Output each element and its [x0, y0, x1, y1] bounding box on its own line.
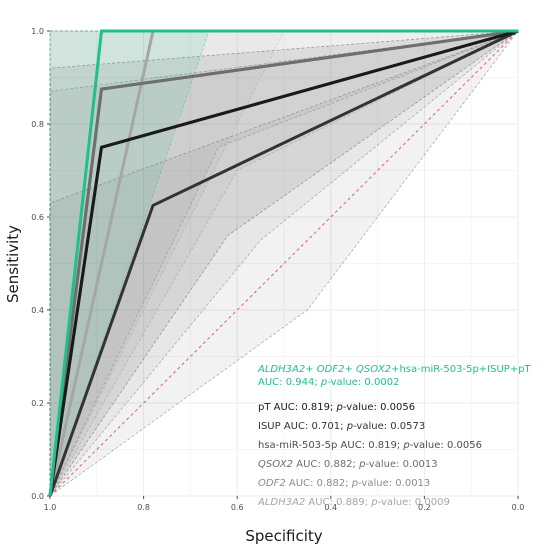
legend-entry-4: hsa-miR-503-5p AUC: 0.819; p-value: 0.00…	[258, 440, 482, 451]
x-axis-title: Specificity	[245, 527, 322, 545]
legend-entry-1-line2: AUC: 0.944; p-value: 0.0002	[258, 377, 399, 388]
legend-entry-7: ALDH3A2 AUC: 0.889; p-value: 0.0009	[257, 497, 450, 508]
y-tick-label: 0.8	[31, 120, 44, 129]
y-tick-label: 0.0	[31, 492, 44, 501]
y-tick-label: 0.2	[31, 399, 44, 408]
axes: 1.0 0.8 0.6 0.4 0.2 0.0 0.0 0.2 0.4 0.6 0.8 1.0	[31, 27, 524, 512]
legend-entry-3: ISUP AUC: 0.701; p-value: 0.0573	[258, 421, 425, 432]
roc-curve-5	[48, 29, 519, 497]
x-tick-label: 0.0	[512, 503, 525, 512]
roc-curve-1	[48, 29, 518, 497]
legend-entry-6: ODF2 AUC: 0.882; p-value: 0.0013	[258, 478, 430, 489]
y-tick-label: 0.6	[31, 213, 44, 222]
chance-diagonal	[49, 30, 519, 497]
legend-entry-2: pT AUC: 0.819; p-value: 0.0056	[258, 402, 415, 413]
x-tick-label: 0.8	[137, 503, 150, 512]
reference-line	[49, 30, 519, 497]
legend-entry-5: QSOX2 AUC: 0.882; p-value: 0.0013	[258, 459, 438, 470]
x-tick-label: 0.4	[324, 503, 337, 512]
x-tick-label: 1.0	[44, 503, 57, 512]
x-tick-label: 0.2	[418, 503, 431, 512]
y-tick-label: 1.0	[31, 27, 44, 36]
roc-curves	[48, 29, 519, 497]
x-tick-label: 0.6	[231, 503, 244, 512]
y-axis-title: Sensitivity	[4, 225, 22, 303]
confidence-band	[49, 30, 518, 497]
legend-entry-1: ALDH3A2+ ODF2+ QSOX2+hsa-miR-503-5p+ISUP…	[257, 364, 532, 375]
roc-curve-2	[48, 29, 519, 497]
legend: ALDH3A2+ ODF2+ QSOX2+hsa-miR-503-5p+ISUP…	[257, 364, 532, 508]
roc-curve-3	[48, 29, 519, 497]
y-tick-label: 0.4	[31, 306, 44, 315]
